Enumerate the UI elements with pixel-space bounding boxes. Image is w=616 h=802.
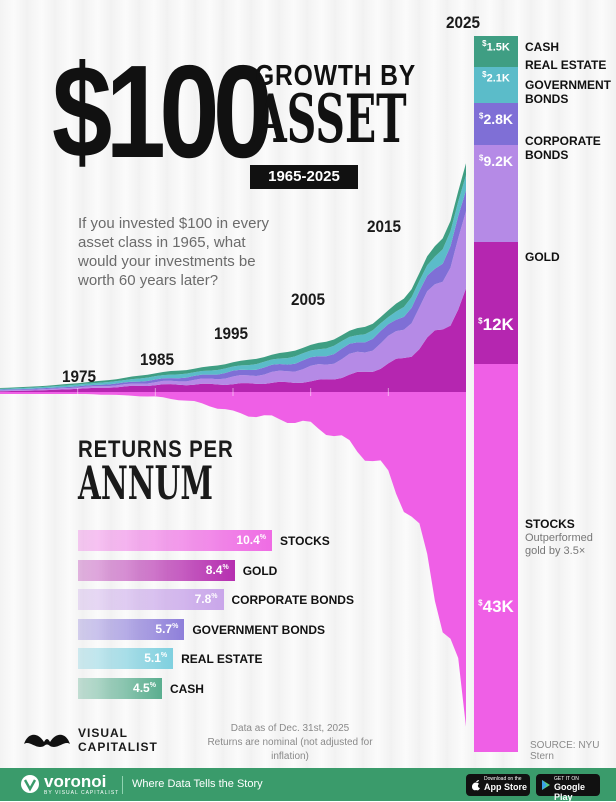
voronoi-wordmark: voronoi <box>44 772 107 791</box>
final-segment-cash: $1.5K <box>474 36 518 67</box>
currency-symbol: $ <box>482 69 487 79</box>
google-play-small: GET IT ON <box>554 776 579 782</box>
final-label-government-bonds: GOVERNMENT BONDS <box>525 78 612 106</box>
intro-text: If you invested $100 in every asset clas… <box>78 215 269 289</box>
stocks-note: Outperformed gold by 3.5× <box>525 532 593 557</box>
currency-symbol: $ <box>478 598 483 608</box>
return-value-cash: 4.5 <box>133 680 150 695</box>
final-segment-stocks: $43K <box>474 363 518 752</box>
return-bar-stocks: 10.4% <box>78 530 272 551</box>
year-label-1985: 1985 <box>140 350 175 369</box>
apple-icon <box>472 780 480 791</box>
brand-line2: CAPITALIST <box>78 740 158 754</box>
tagline: Where Data Tells the Story <box>132 778 263 790</box>
year-label-1995: 1995 <box>214 324 249 343</box>
nominal-note: Returns are nominal (not adjusted for in… <box>207 737 373 762</box>
title-years-badge: 1965-2025 <box>250 165 358 189</box>
final-label-real-estate: REAL ESTATE <box>525 58 607 72</box>
final-segment-government-bonds: $2.8K <box>474 103 518 146</box>
app-store-button[interactable]: Download on the App Store <box>466 774 530 796</box>
return-bar-government-bonds: 5.7% <box>78 618 185 640</box>
title-asset: ASSET <box>255 80 407 158</box>
return-bar-corporate-bonds: 7.8% <box>78 589 224 610</box>
final-label-cash: CASH <box>525 40 560 54</box>
currency-symbol: $ <box>482 39 487 48</box>
return-bar-gold: 8.4% <box>78 559 235 581</box>
currency-symbol: $ <box>478 153 484 163</box>
return-label-corporate-bonds: CORPORATE BONDS <box>231 593 354 607</box>
currency-symbol: $ <box>478 316 483 326</box>
voronoi-logo-icon <box>21 775 39 793</box>
year-label-2025: 2025 <box>446 13 481 32</box>
source-note: SOURCE: NYU Stern <box>530 740 600 762</box>
returns-title-line2: ANNUM <box>78 456 213 510</box>
visual-capitalist-logo-icon <box>24 734 70 747</box>
footnote: Data as of Dec. 31st, 2025 Returns are n… <box>190 722 390 764</box>
percent-symbol: % <box>160 652 168 659</box>
title-amount: $100 <box>52 38 273 185</box>
return-label-real-estate: REAL ESTATE <box>181 652 263 666</box>
return-value-government-bonds: 5.7 <box>155 621 173 636</box>
final-segment-gold: $12K <box>474 242 518 364</box>
return-bar-cash: 4.5% <box>78 677 162 699</box>
return-value-real-estate: 5.1 <box>144 651 161 665</box>
percent-symbol: % <box>149 681 156 689</box>
return-label-cash: CASH <box>169 681 204 696</box>
final-value-government-bonds: 2.8K <box>483 111 514 127</box>
final-label-stocks: STOCKS <box>525 517 575 531</box>
return-value-stocks: 10.4 <box>236 533 260 547</box>
return-value-corporate-bonds: 7.8 <box>194 592 212 606</box>
year-label-2005: 2005 <box>291 290 326 309</box>
return-value-gold: 8.4 <box>205 562 223 577</box>
stream-band-gold <box>0 288 466 392</box>
year-label-1975: 1975 <box>62 367 97 386</box>
data-as-of: Data as of Dec. 31st, 2025 <box>230 723 350 734</box>
currency-symbol: $ <box>478 111 484 121</box>
stream-band-cash <box>0 163 466 389</box>
final-label-gold: GOLD <box>525 250 560 264</box>
final-label-corporate-bonds: CORPORATE BONDS <box>525 134 601 162</box>
final-value-gold: 12K <box>482 315 514 335</box>
final-value-cash: 1.5K <box>486 41 510 54</box>
brand-line1: VISUAL <box>78 726 129 740</box>
title-growth-by: GROWTH BY <box>255 60 417 92</box>
return-label-government-bonds: GOVERNMENT BONDS <box>192 622 325 637</box>
year-label-2015: 2015 <box>367 217 402 236</box>
google-play-button[interactable]: GET IT ON Google Play <box>536 774 600 802</box>
returns-title-line1: RETURNS PER <box>78 436 234 463</box>
return-label-gold: GOLD <box>242 563 278 578</box>
final-value-corporate-bonds: 9.2K <box>483 153 514 170</box>
final-segment-real-estate: $2.1K <box>474 66 518 103</box>
final-value-real-estate: 2.1K <box>486 72 510 85</box>
percent-symbol: % <box>172 622 179 630</box>
final-value-stocks: 43K <box>482 596 514 616</box>
percent-symbol: % <box>259 534 266 541</box>
voronoi-subtitle: BY VISUAL CAPITALIST <box>44 790 120 796</box>
visual-capitalist-wordmark: VISUAL CAPITALIST <box>78 726 158 754</box>
stream-band-stocks <box>0 392 466 727</box>
final-segment-corporate-bonds: $9.2K <box>474 145 518 243</box>
percent-symbol: % <box>211 593 218 600</box>
footer-divider <box>122 776 123 794</box>
percent-symbol: % <box>222 563 229 571</box>
growth-streamgraph <box>0 163 466 727</box>
app-store-label: App Store <box>484 782 528 792</box>
return-bar-real-estate: 5.1% <box>78 648 174 669</box>
google-play-label: Google Play <box>554 782 585 802</box>
return-label-stocks: STOCKS <box>280 534 330 548</box>
footer-bar: voronoi BY VISUAL CAPITALIST Where Data … <box>0 768 616 802</box>
app-store-small: Download on the <box>484 776 522 782</box>
google-play-icon <box>542 780 550 790</box>
